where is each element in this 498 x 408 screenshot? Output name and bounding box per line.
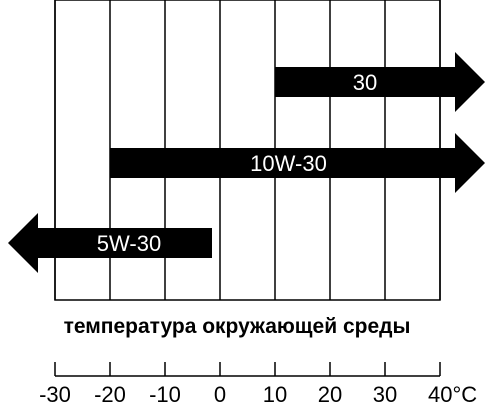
tick-label: 20 bbox=[318, 382, 342, 407]
arrow-10w-30 bbox=[110, 133, 485, 193]
temperature-axis: -30 -20 -10 0 10 20 30 40°C bbox=[39, 362, 477, 407]
tick-label: -30 bbox=[39, 382, 71, 407]
arrow-label: 10W-30 bbox=[250, 151, 327, 176]
tick-label: 10 bbox=[263, 382, 287, 407]
arrow-5w-30 bbox=[8, 213, 212, 273]
tick-label: 0 bbox=[214, 382, 226, 407]
tick-label: -10 bbox=[149, 382, 181, 407]
tick-label: -20 bbox=[94, 382, 126, 407]
axis-caption: температура окружающей среды bbox=[64, 315, 411, 338]
viscosity-arrows: 30 10W-30 5W-30 bbox=[8, 52, 485, 273]
arrow-label: 30 bbox=[353, 70, 377, 95]
tick-label: 40°C bbox=[428, 382, 477, 407]
arrow-30 bbox=[275, 52, 485, 112]
tick-label: 30 bbox=[373, 382, 397, 407]
arrow-label: 5W-30 bbox=[97, 231, 161, 256]
